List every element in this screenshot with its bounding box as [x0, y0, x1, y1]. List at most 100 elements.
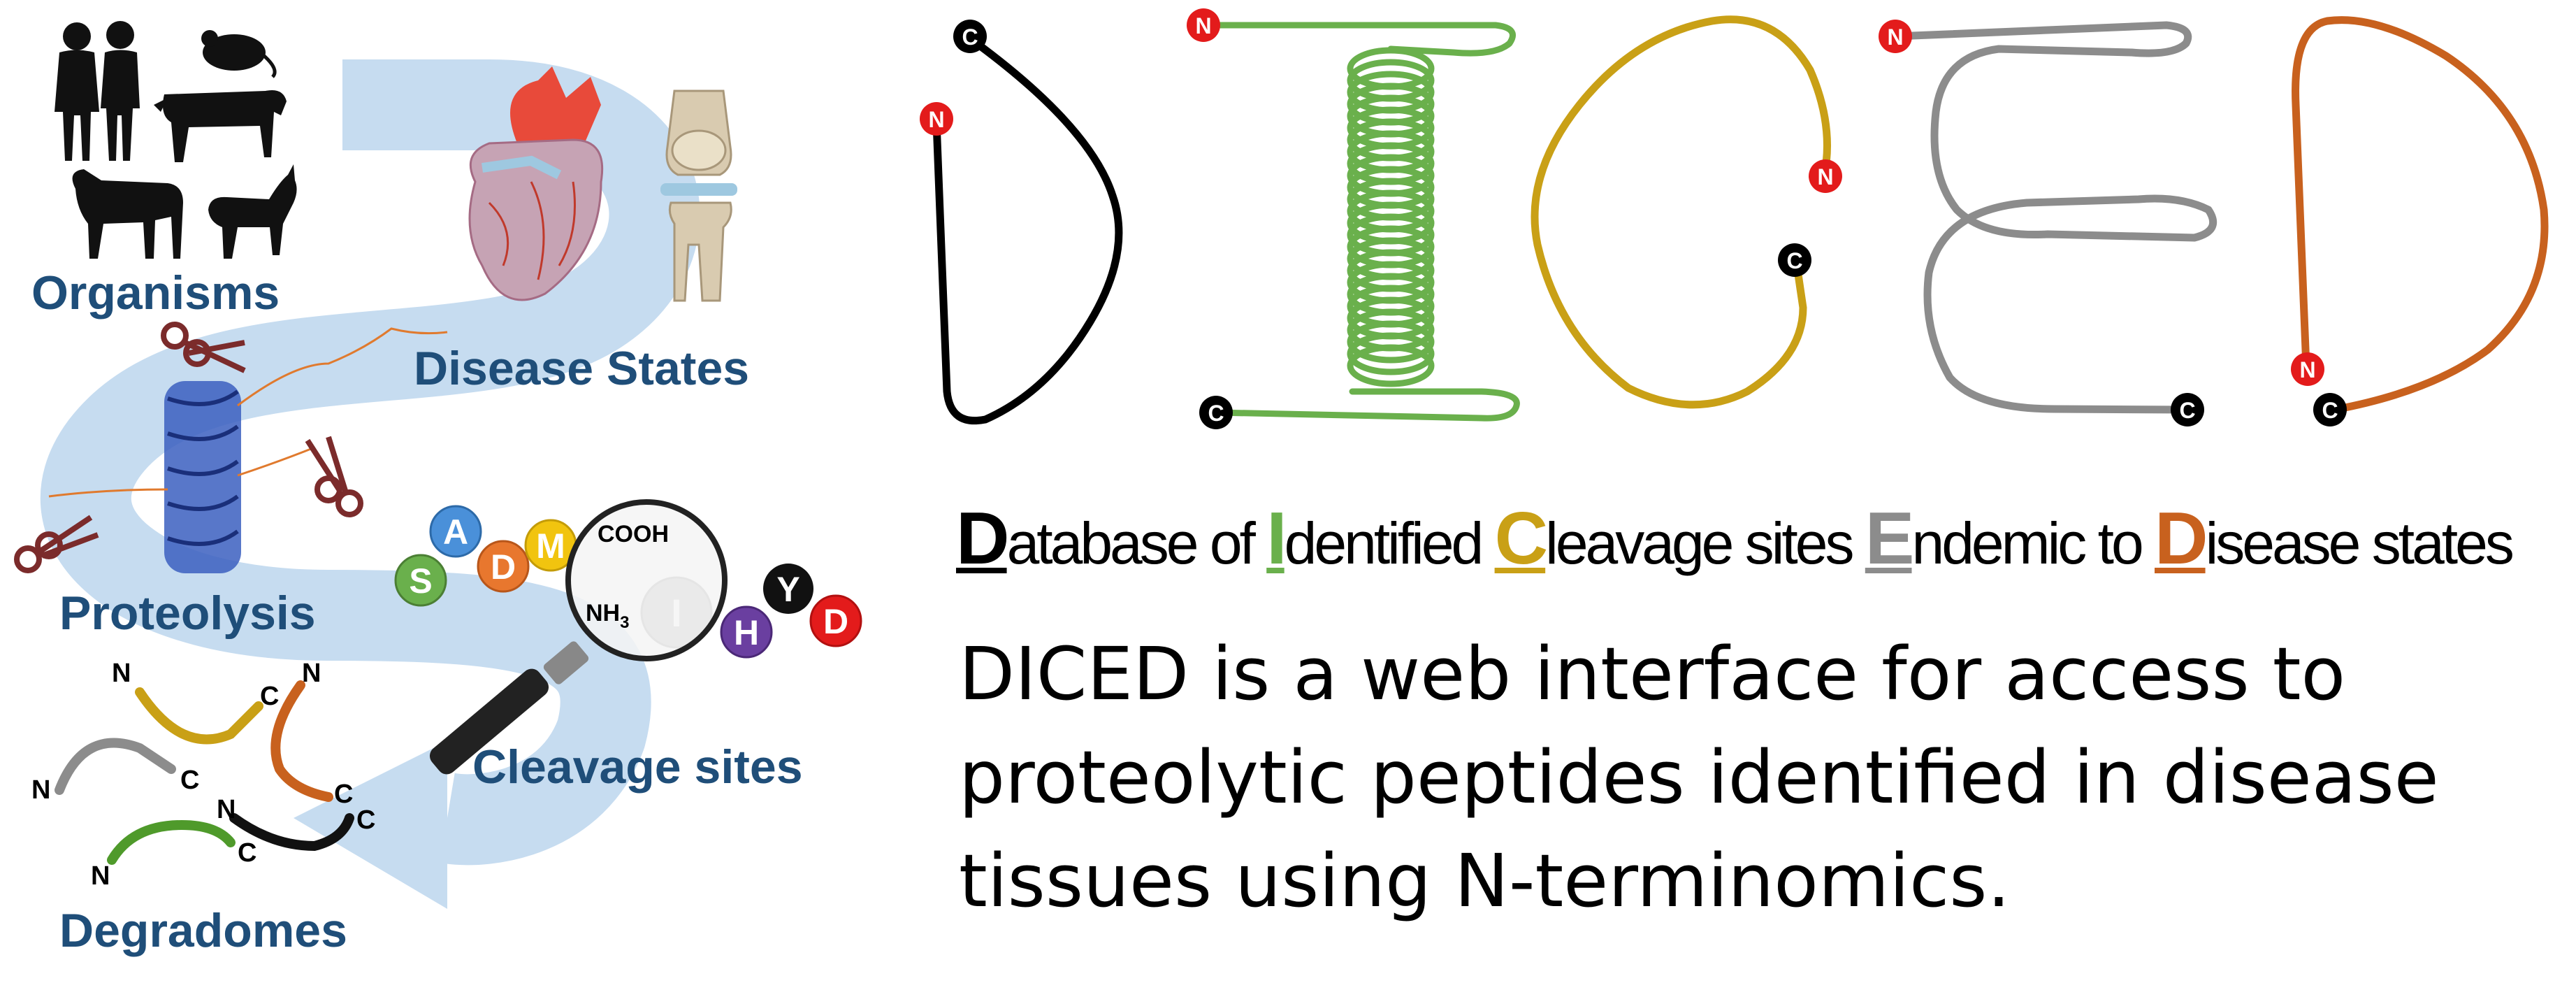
- peptide-black: [229, 813, 354, 852]
- acronym-cap-d: D: [956, 497, 1010, 580]
- svg-text:N: N: [2299, 357, 2315, 382]
- svg-text:N: N: [928, 107, 944, 132]
- svg-text:N: N: [1817, 164, 1833, 189]
- acronym-word-disease: isease states: [2205, 510, 2515, 576]
- workflow-arrow-head: [294, 741, 447, 909]
- logo-letter-e: N C: [1879, 20, 2217, 426]
- amino-acid-bead: A: [429, 505, 482, 558]
- svg-text:N: N: [302, 659, 321, 688]
- helix-coils: [1347, 47, 1435, 387]
- label-organisms: Organisms: [31, 266, 280, 320]
- terminus-labels: N C N N C C N C C N: [31, 659, 375, 891]
- amino-acid-bead: Y: [763, 564, 813, 614]
- svg-text:C: C: [1208, 401, 1224, 426]
- n-terminus-node: [2291, 352, 2324, 386]
- peptide-green: [107, 819, 236, 865]
- svg-text:D: D: [823, 602, 848, 641]
- amino-acid-bead: D: [809, 594, 862, 647]
- svg-text:M: M: [536, 526, 565, 566]
- peptide-orange: [270, 680, 333, 802]
- svg-text:C: C: [356, 805, 375, 835]
- workflow-s-arrow: [40, 59, 700, 866]
- amino-acid-bead: S: [394, 554, 447, 607]
- svg-text:C: C: [180, 766, 199, 795]
- heart-icon: [468, 66, 604, 301]
- peptide-yellow: [135, 687, 263, 745]
- acronym-expansion: Database of Identified Cleavage sites En…: [956, 496, 2515, 581]
- logo-letter-c: N C: [1531, 15, 1842, 409]
- svg-text:D: D: [491, 547, 516, 587]
- helix-coil: [1347, 332, 1435, 375]
- helix-coil: [1347, 320, 1435, 364]
- c-terminus-node: [2171, 393, 2204, 426]
- svg-text:A: A: [443, 512, 468, 552]
- horse-icon: [72, 169, 183, 259]
- n-terminus-node: [920, 102, 953, 136]
- svg-text:Y: Y: [776, 570, 799, 609]
- acronym-word-endemic: ndemic to: [1911, 510, 2155, 576]
- amino-acid-bead: H: [720, 605, 773, 659]
- unicorn-icon: [208, 164, 297, 259]
- svg-text:C: C: [1786, 248, 1802, 273]
- peptide-gray: [55, 738, 176, 795]
- c-terminus-node: [1199, 396, 1233, 429]
- svg-text:C: C: [238, 838, 256, 868]
- knee-icon: [660, 89, 737, 302]
- svg-text:N: N: [217, 795, 236, 824]
- svg-text:N: N: [1887, 24, 1903, 50]
- c-terminus-node: [953, 20, 987, 53]
- scissors-icon: [14, 515, 99, 573]
- svg-text:C: C: [260, 682, 279, 711]
- scissors-icon: [161, 322, 246, 373]
- svg-text:C: C: [962, 24, 978, 50]
- logo-letter-i: N C: [1187, 8, 1520, 429]
- svg-text:N: N: [31, 775, 50, 805]
- peptide-fragments: [55, 680, 354, 865]
- cooh-label: COOH: [598, 521, 669, 547]
- c-terminus-node: [1778, 243, 1811, 277]
- svg-text:H: H: [734, 613, 759, 652]
- mouse-icon: [201, 30, 277, 78]
- svg-text:C: C: [2179, 398, 2195, 423]
- description-line-1: DICED is a web interface for access to: [959, 631, 2346, 717]
- description-line-2: proteolytic peptides identified in disea…: [959, 735, 2439, 820]
- scissors-icon: [305, 436, 363, 517]
- protein-structure-icon: [48, 327, 448, 573]
- acronym-word-identified: dentified: [1284, 510, 1495, 576]
- acronym-word-cleavage: leavage sites: [1545, 510, 1865, 576]
- diced-logo: N C N C N C N C: [920, 8, 2549, 429]
- organisms-icon: [55, 21, 297, 259]
- amino-acid-bead: M: [524, 519, 577, 572]
- helix-coil: [1347, 344, 1435, 387]
- svg-text:N: N: [1195, 13, 1211, 38]
- acronym-cap-i: I: [1266, 497, 1287, 580]
- c-terminus-node: [2313, 393, 2347, 426]
- svg-text:N: N: [91, 861, 110, 891]
- acronym-cap-c: C: [1494, 497, 1549, 580]
- humans-icon: [55, 21, 140, 161]
- acronym-cap-d2: D: [2155, 497, 2208, 580]
- label-proteolysis: Proteolysis: [59, 587, 316, 640]
- svg-text:C: C: [2322, 398, 2338, 423]
- workflow-panel: Organisms Disease States: [14, 21, 862, 957]
- acronym-cap-e: E: [1865, 497, 1915, 580]
- description-text: DICED is a web interface for access to p…: [959, 622, 2531, 933]
- magnifying-glass-icon: [429, 499, 728, 775]
- svg-text:N: N: [112, 659, 131, 688]
- svg-text:C: C: [334, 780, 353, 809]
- n-terminus-node: [1187, 8, 1220, 42]
- n-terminus-node: [1809, 159, 1842, 193]
- cow-icon: [154, 90, 287, 162]
- description-line-3: tissues using N-terminomics.: [959, 838, 2011, 924]
- amino-acid-bead: D: [477, 540, 530, 593]
- svg-text:S: S: [409, 561, 432, 601]
- logo-letter-d1: N C: [920, 20, 1123, 425]
- logo-letter-d2: N C: [2291, 16, 2549, 426]
- acronym-word-database: atabase of: [1006, 510, 1267, 576]
- n-terminus-node: [1879, 20, 1912, 53]
- nh3-label: NH3: [586, 600, 629, 632]
- label-degradomes: Degradomes: [59, 904, 347, 957]
- label-cleavage-sites: Cleavage sites: [472, 740, 803, 794]
- label-disease-states: Disease States: [414, 342, 749, 395]
